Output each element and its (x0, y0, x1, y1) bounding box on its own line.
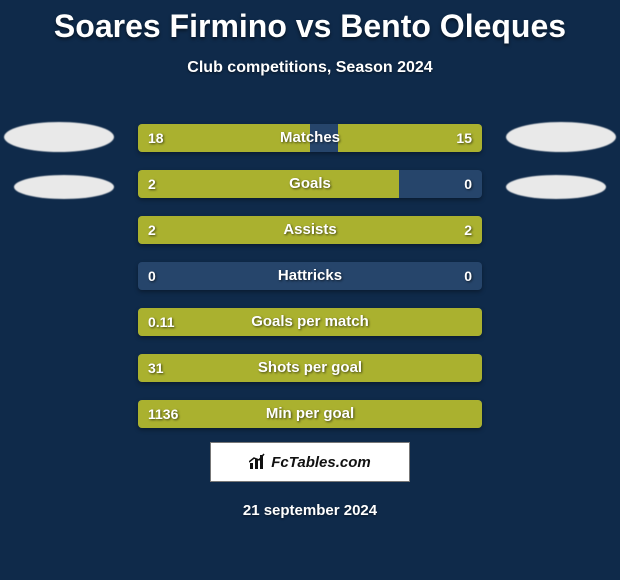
stat-label: Goals (138, 170, 482, 198)
player-right-silhouette-lower (506, 175, 606, 199)
stat-label: Goals per match (138, 308, 482, 336)
stat-row: 31Shots per goal (138, 354, 482, 382)
stat-row: 0.11Goals per match (138, 308, 482, 336)
player-left-silhouette-upper (4, 122, 114, 152)
stat-label: Min per goal (138, 400, 482, 428)
stat-row: 22Assists (138, 216, 482, 244)
footer-date: 21 september 2024 (0, 502, 620, 519)
player-left-silhouette-lower (14, 175, 114, 199)
comparison-subtitle: Club competitions, Season 2024 (0, 59, 620, 77)
stat-label: Matches (138, 124, 482, 152)
stat-row: 1815Matches (138, 124, 482, 152)
stat-row: 00Hattricks (138, 262, 482, 290)
footer-watermark: FcTables.com (210, 442, 410, 482)
stat-label: Assists (138, 216, 482, 244)
chart-icon (249, 453, 267, 471)
stat-label: Shots per goal (138, 354, 482, 382)
stats-chart: 1815Matches 20Goals 22Assists 00Hattricks 0.… (138, 124, 482, 446)
stat-row: 1136Min per goal (138, 400, 482, 428)
comparison-title: Soares Firmino vs Bento Oleques (0, 0, 620, 45)
footer-site-name: FcTables.com (271, 454, 370, 471)
stat-label: Hattricks (138, 262, 482, 290)
stat-row: 20Goals (138, 170, 482, 198)
player-right-silhouette-upper (506, 122, 616, 152)
